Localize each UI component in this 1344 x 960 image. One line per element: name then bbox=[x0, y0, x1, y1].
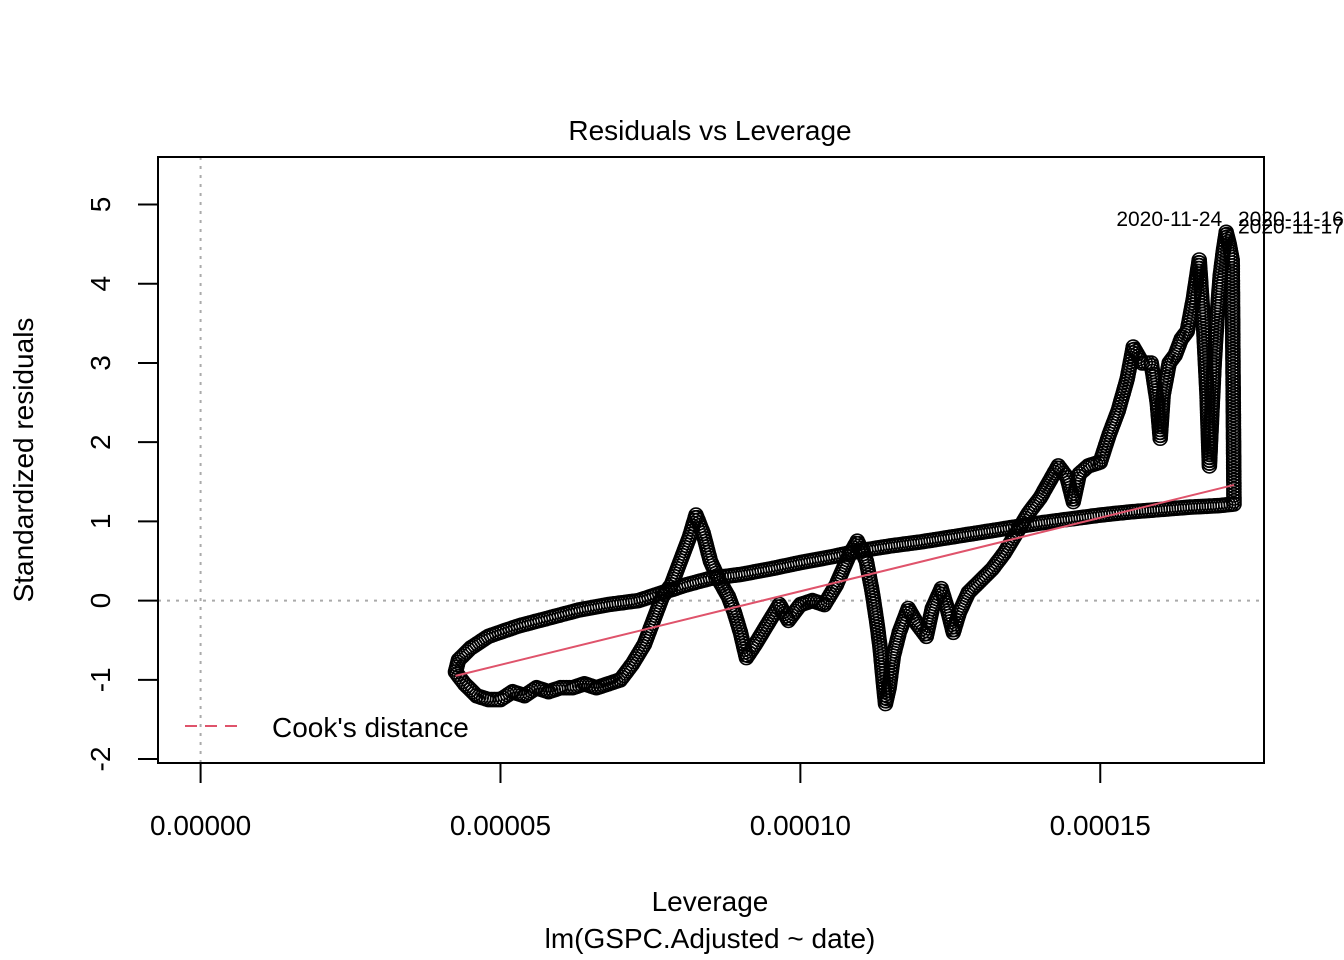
data-point bbox=[968, 576, 985, 593]
data-point bbox=[972, 572, 989, 589]
data-point bbox=[454, 648, 471, 664]
legend: Cook's distance bbox=[185, 712, 469, 743]
point-label: 2020-11-17 bbox=[1238, 216, 1344, 239]
y-tick-label: -2 bbox=[85, 747, 116, 772]
smooth-fit-line bbox=[455, 483, 1235, 677]
data-point bbox=[978, 567, 995, 583]
data-point bbox=[970, 574, 987, 591]
y-tick-label: 1 bbox=[85, 514, 116, 530]
y-tick-label: 4 bbox=[85, 276, 116, 292]
x-tick-label: 0.00015 bbox=[1050, 810, 1151, 841]
y-tick-label: 0 bbox=[85, 593, 116, 609]
x-tick-label: 0.00010 bbox=[750, 810, 851, 841]
data-point bbox=[468, 687, 485, 704]
data-point bbox=[462, 681, 479, 698]
y-axis: -2 -1 0 1 2 3 4 5 bbox=[85, 197, 159, 772]
chart-subtitle: lm(GSPC.Adjusted ~ date) bbox=[545, 923, 876, 954]
x-axis: 0.00000 0.00005 0.00010 0.00015 bbox=[150, 762, 1151, 841]
data-point bbox=[976, 568, 993, 585]
y-axis-label: Standardized residuals bbox=[8, 318, 39, 603]
data-points bbox=[447, 224, 1242, 712]
data-point bbox=[452, 650, 469, 666]
data-point bbox=[476, 631, 492, 648]
data-point bbox=[451, 668, 467, 685]
point-label: 2020-11-24 bbox=[1116, 208, 1222, 231]
y-tick-label: 3 bbox=[85, 355, 116, 371]
x-tick-label: 0.00000 bbox=[150, 810, 251, 841]
x-tick-label: 0.00005 bbox=[450, 810, 551, 841]
y-tick-label: 5 bbox=[85, 197, 116, 213]
chart-title: Residuals vs Leverage bbox=[568, 115, 851, 146]
legend-label: Cook's distance bbox=[272, 712, 469, 743]
x-axis-label: Leverage bbox=[652, 886, 769, 917]
y-tick-label: 2 bbox=[85, 434, 116, 450]
data-point bbox=[982, 563, 999, 579]
data-point bbox=[453, 671, 469, 687]
data-point bbox=[980, 565, 997, 581]
data-point bbox=[464, 683, 481, 700]
data-point bbox=[466, 685, 483, 702]
y-tick-label: -1 bbox=[85, 667, 116, 692]
data-point bbox=[984, 561, 1001, 577]
data-point bbox=[974, 570, 991, 587]
